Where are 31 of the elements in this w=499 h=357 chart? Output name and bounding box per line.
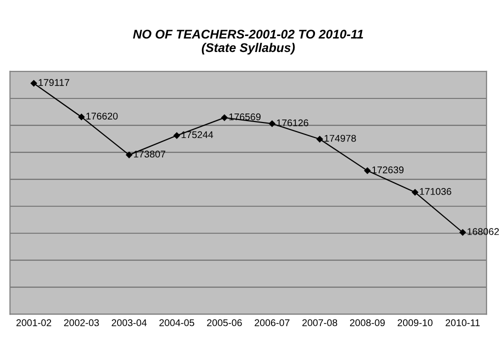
point	[78, 114, 85, 120]
chart-title: NO OF TEACHERS-2001-02 TO 2010-11 (State Syllabus)	[133, 30, 364, 55]
x-tick-label: 2009-10	[398, 319, 433, 326]
data-label: 176126	[276, 119, 308, 126]
x-tick-label: 2001-02	[16, 319, 52, 326]
data-label: 171036	[420, 188, 452, 195]
point	[30, 80, 37, 86]
data-label: 168062	[468, 228, 499, 236]
data-label: 173807	[134, 150, 166, 158]
data-label: 176620	[86, 112, 118, 120]
point	[221, 114, 228, 121]
point	[268, 120, 276, 127]
point	[412, 189, 418, 196]
data-label: 174978	[324, 134, 356, 142]
point	[174, 132, 180, 139]
point	[316, 136, 323, 142]
point	[126, 152, 132, 158]
data-label: 179117	[38, 79, 70, 86]
x-tick-label: 2003-04	[112, 319, 147, 326]
data-label: 176569	[229, 113, 261, 120]
x-tick-label: 2008-09	[350, 319, 385, 326]
x-tick-label: 2010-11	[446, 319, 480, 326]
x-tick-label: 2005-06	[207, 319, 242, 326]
x-tick-label: 2006-07	[254, 319, 290, 326]
x-tick-label: 2007-08	[302, 319, 338, 326]
point	[364, 168, 371, 174]
x-tick-label: 2002-03	[64, 319, 99, 326]
data-label: 172639	[372, 166, 404, 174]
point	[460, 229, 466, 236]
x-tick-label: 2004-05	[159, 319, 194, 326]
data-label: 175244	[182, 131, 214, 138]
